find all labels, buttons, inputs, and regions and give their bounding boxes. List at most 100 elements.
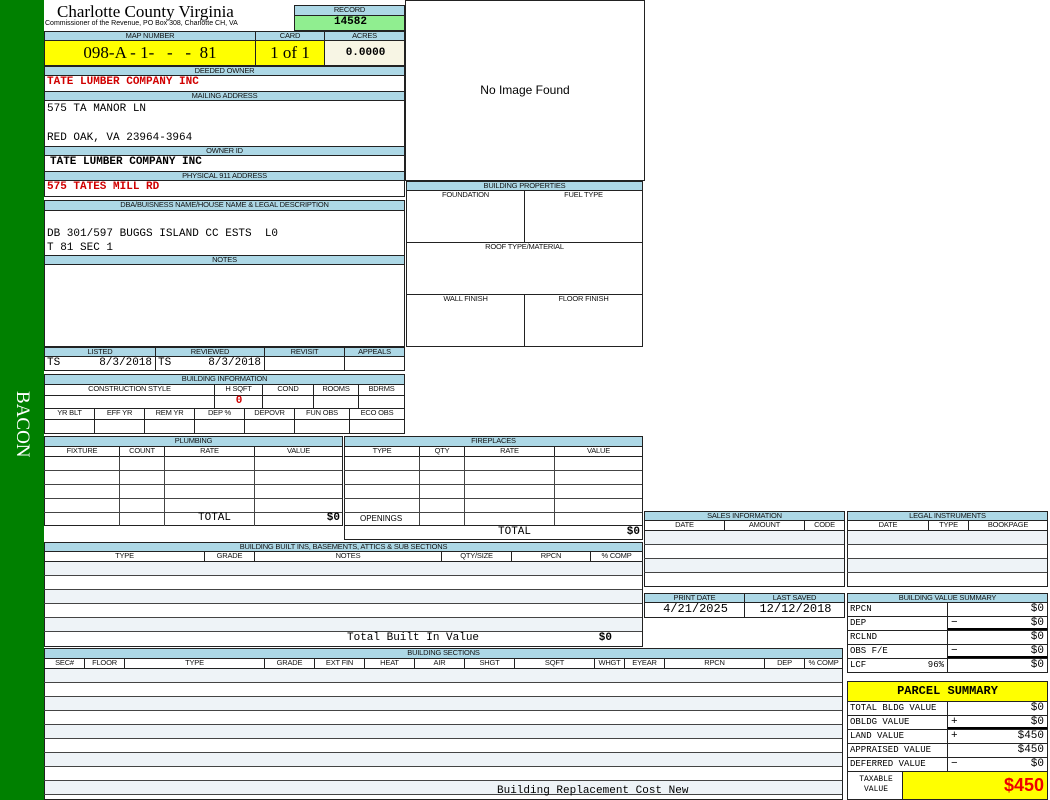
summary-value: + $450 — [947, 729, 1048, 744]
sections-row-line — [44, 752, 842, 753]
parcel-summary-title: PARCEL SUMMARY — [847, 681, 1048, 702]
built_ins-row — [45, 562, 642, 575]
fireplaces-total: $0 — [626, 526, 640, 538]
summary-value: $0 — [947, 658, 1048, 673]
sections-row-line — [44, 696, 842, 697]
mailing-line-1: 575 TA MANOR LN — [47, 103, 147, 115]
building-info-cell — [358, 395, 405, 409]
legal-line-2: T 81 SEC 1 — [47, 242, 114, 254]
building-info-cell — [194, 419, 245, 434]
acres-value: 0.0000 — [324, 40, 405, 66]
summary-label: DEFERRED VALUE — [847, 757, 948, 772]
parcel_summary-op: + — [951, 730, 958, 742]
parcel_summary-value: $0 — [1030, 758, 1044, 770]
revisit-value — [264, 356, 345, 371]
plumbing-total-label: TOTAL — [198, 512, 232, 524]
value_summary-value: $0 — [1030, 645, 1044, 657]
parcel_summary-label: APPRAISED VALUE — [850, 745, 932, 755]
parcel_summary-label: OBLDG VALUE — [850, 717, 910, 727]
sections-row — [45, 725, 842, 738]
fireplaces-row-line — [344, 470, 642, 471]
fireplaces-col-divider — [419, 456, 420, 526]
summary-label: RCLND — [847, 630, 948, 645]
fireplaces-total-label: TOTAL — [498, 526, 532, 538]
parcel_summary-label: TOTAL BLDG VALUE — [850, 703, 937, 713]
sales-row-line — [644, 544, 844, 545]
value_summary-value: $0 — [1030, 617, 1044, 629]
legal-row-line — [847, 558, 1047, 559]
sections-row — [45, 781, 842, 794]
foundation-label: FOUNDATION — [406, 190, 525, 243]
value_summary-value: $0 — [1030, 603, 1044, 615]
value_summary-label: DEP — [850, 618, 867, 628]
fireplaces-row-line — [344, 498, 642, 499]
page-title: Charlotte County Virginia — [57, 2, 234, 21]
sections-row-line — [44, 766, 842, 767]
building-info-cell — [144, 419, 195, 434]
summary-label: LAND VALUE — [847, 729, 948, 744]
summary-label: LCF 96% — [847, 658, 948, 673]
fireplaces-row-line — [344, 512, 642, 513]
replacement-cost-label: Building Replacement Cost New — [497, 785, 689, 797]
parcel_summary-value: $450 — [1017, 744, 1044, 756]
built_ins-row-line — [44, 617, 642, 618]
roof-type-label: ROOF TYPE/MATERIAL — [406, 242, 643, 295]
summary-value: − $0 — [947, 616, 1048, 631]
parcel_summary-op: + — [951, 716, 958, 728]
built_ins-row-line — [44, 575, 642, 576]
deeded-owner: TATE LUMBER COMPANY INC — [44, 75, 405, 92]
plumbing-body — [44, 456, 343, 526]
building-info-cell — [94, 419, 145, 434]
value_summary-op: − — [951, 645, 958, 657]
value_summary-value: $0 — [1030, 631, 1044, 643]
value_summary-label: OBS F/E — [850, 646, 888, 656]
legal-line-1: DB 301/597 BUGGS ISLAND CC ESTS L0 — [47, 228, 279, 240]
parcel_summary-label: LAND VALUE — [850, 731, 905, 741]
reviewed-date: 8/3/2018 — [208, 357, 261, 369]
building-info-cell — [349, 419, 405, 434]
summary-value: $0 — [947, 701, 1048, 716]
value_summary-label: RCLND — [850, 632, 878, 642]
taxable-value: $450 — [902, 771, 1048, 800]
sections-row-line — [44, 780, 842, 781]
summary-label: OBS F/E — [847, 644, 948, 659]
card-value: 1 of 1 — [255, 40, 325, 66]
legal-row — [848, 531, 1047, 544]
sales-row — [645, 559, 844, 572]
appeals-value — [344, 356, 405, 371]
floor-finish-label: FLOOR FINISH — [524, 294, 643, 347]
notes-box — [44, 264, 405, 347]
plumbing-row-line — [44, 484, 342, 485]
building-info-cell — [262, 395, 314, 409]
built_ins-row — [45, 590, 642, 603]
summary-value: $0 — [947, 602, 1048, 617]
building-info-cell — [294, 419, 350, 434]
mailing-line-2: RED OAK, VA 23964-3964 — [47, 132, 193, 144]
fuel-type-label: FUEL TYPE — [524, 190, 643, 243]
parcel_summary-label: DEFERRED VALUE — [850, 759, 926, 769]
built_ins-row — [45, 618, 642, 631]
plumbing-row-line — [44, 498, 342, 499]
sections-row-line — [44, 724, 842, 725]
reviewed-value: TS 8/3/2018 — [155, 356, 265, 371]
legal-row — [848, 559, 1047, 572]
plumbing-total: $0 — [326, 512, 340, 524]
fireplaces-body — [344, 456, 643, 526]
plumbing-col-divider — [164, 456, 165, 526]
built_ins-row-line — [44, 631, 642, 632]
owner-id: TATE LUMBER COMPANY INC — [44, 155, 405, 172]
summary-value: $0 — [947, 630, 1048, 645]
sections-row-line — [44, 710, 842, 711]
summary-label: RPCN — [847, 602, 948, 617]
parcel-image: No Image Found — [405, 0, 645, 181]
fireplaces-row-line — [344, 484, 642, 485]
value_summary-op: − — [951, 617, 958, 629]
fireplaces-total-row — [344, 525, 643, 540]
wall-finish-label: WALL FINISH — [406, 294, 525, 347]
physical-address: 575 TATES MILL RD — [44, 180, 405, 197]
built_ins-row-line — [44, 603, 642, 604]
value_summary-label: RPCN — [850, 604, 872, 614]
summary-value: − $0 — [947, 757, 1048, 772]
summary-value: $450 — [947, 743, 1048, 758]
listed-date: 8/3/2018 — [99, 357, 152, 369]
